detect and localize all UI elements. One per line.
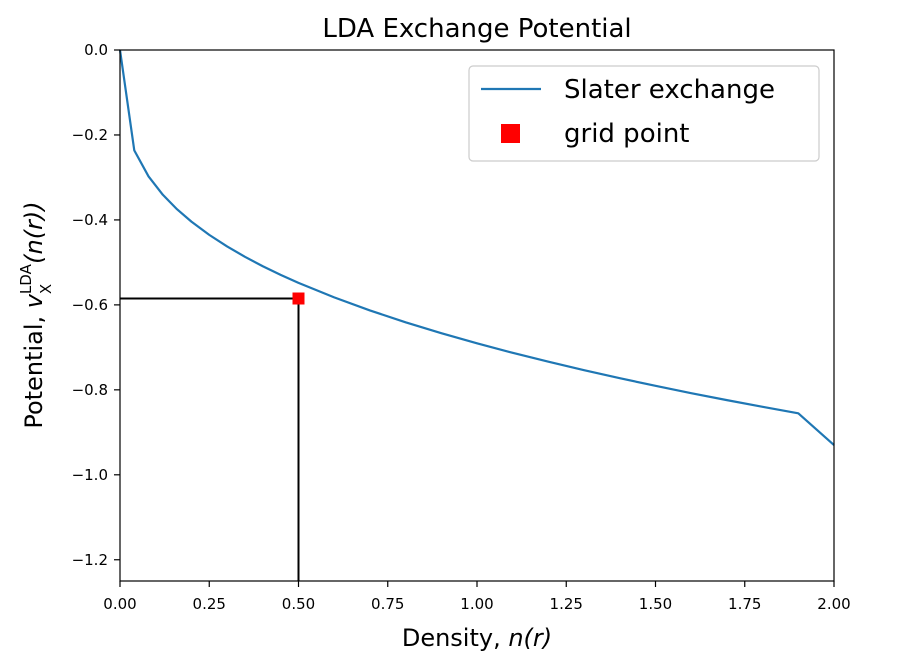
x-tick-label: 2.00 — [817, 595, 850, 613]
y-tick-label: −0.4 — [72, 211, 108, 229]
x-axis-label-text: Density, — [402, 624, 509, 652]
y-tick-label: −1.0 — [72, 466, 108, 484]
y-axis-label: Potential, vLDA X (n(r)) — [17, 201, 55, 428]
plot-area — [118, 49, 835, 581]
y-tick-label: −0.8 — [72, 381, 108, 399]
x-tick-label: 1.25 — [550, 595, 583, 613]
x-tick-label: 1.75 — [728, 595, 761, 613]
y-axis-label-math: v — [20, 293, 48, 308]
y-tick-label: 0.0 — [84, 41, 108, 59]
y-axis-label-sub: X — [37, 284, 55, 294]
x-tick-label: 0.00 — [103, 595, 136, 613]
legend-label-grid-point: grid point — [564, 119, 690, 149]
x-tick-label: 0.75 — [371, 595, 404, 613]
y-axis-ticks: 0.0 −0.2 −0.4 −0.6 −0.8 −1.0 −1.2 — [72, 41, 120, 569]
x-tick-label: 0.50 — [282, 595, 315, 613]
legend-square-swatch — [501, 124, 520, 143]
x-axis-label: Density, n(r) — [402, 624, 552, 652]
y-axis-label-text: Potential, — [20, 308, 48, 428]
legend-box — [468, 65, 820, 162]
chart-title: LDA Exchange Potential — [322, 14, 631, 44]
legend-label-slater-exchange: Slater exchange — [564, 75, 775, 105]
y-tick-label: −0.6 — [72, 296, 108, 314]
grid-point-marker — [292, 292, 305, 305]
x-axis-label-math: n(r) — [508, 624, 552, 652]
y-tick-label: −0.2 — [72, 126, 108, 144]
series-line-slater-exchange — [118, 49, 835, 446]
y-tick-label: −1.2 — [72, 551, 108, 569]
x-tick-label: 1.50 — [639, 595, 672, 613]
x-tick-label: 1.00 — [460, 595, 493, 613]
x-tick-label: 0.25 — [193, 595, 226, 613]
legend: Slater exchange grid point — [468, 65, 820, 162]
y-axis-label-sup: LDA — [17, 263, 35, 294]
x-axis-ticks: 0.00 0.25 0.50 0.75 1.00 1.25 1.50 1.75 2.00 — [103, 581, 851, 613]
y-axis-label-math-arg: (n(r)) — [20, 201, 48, 264]
